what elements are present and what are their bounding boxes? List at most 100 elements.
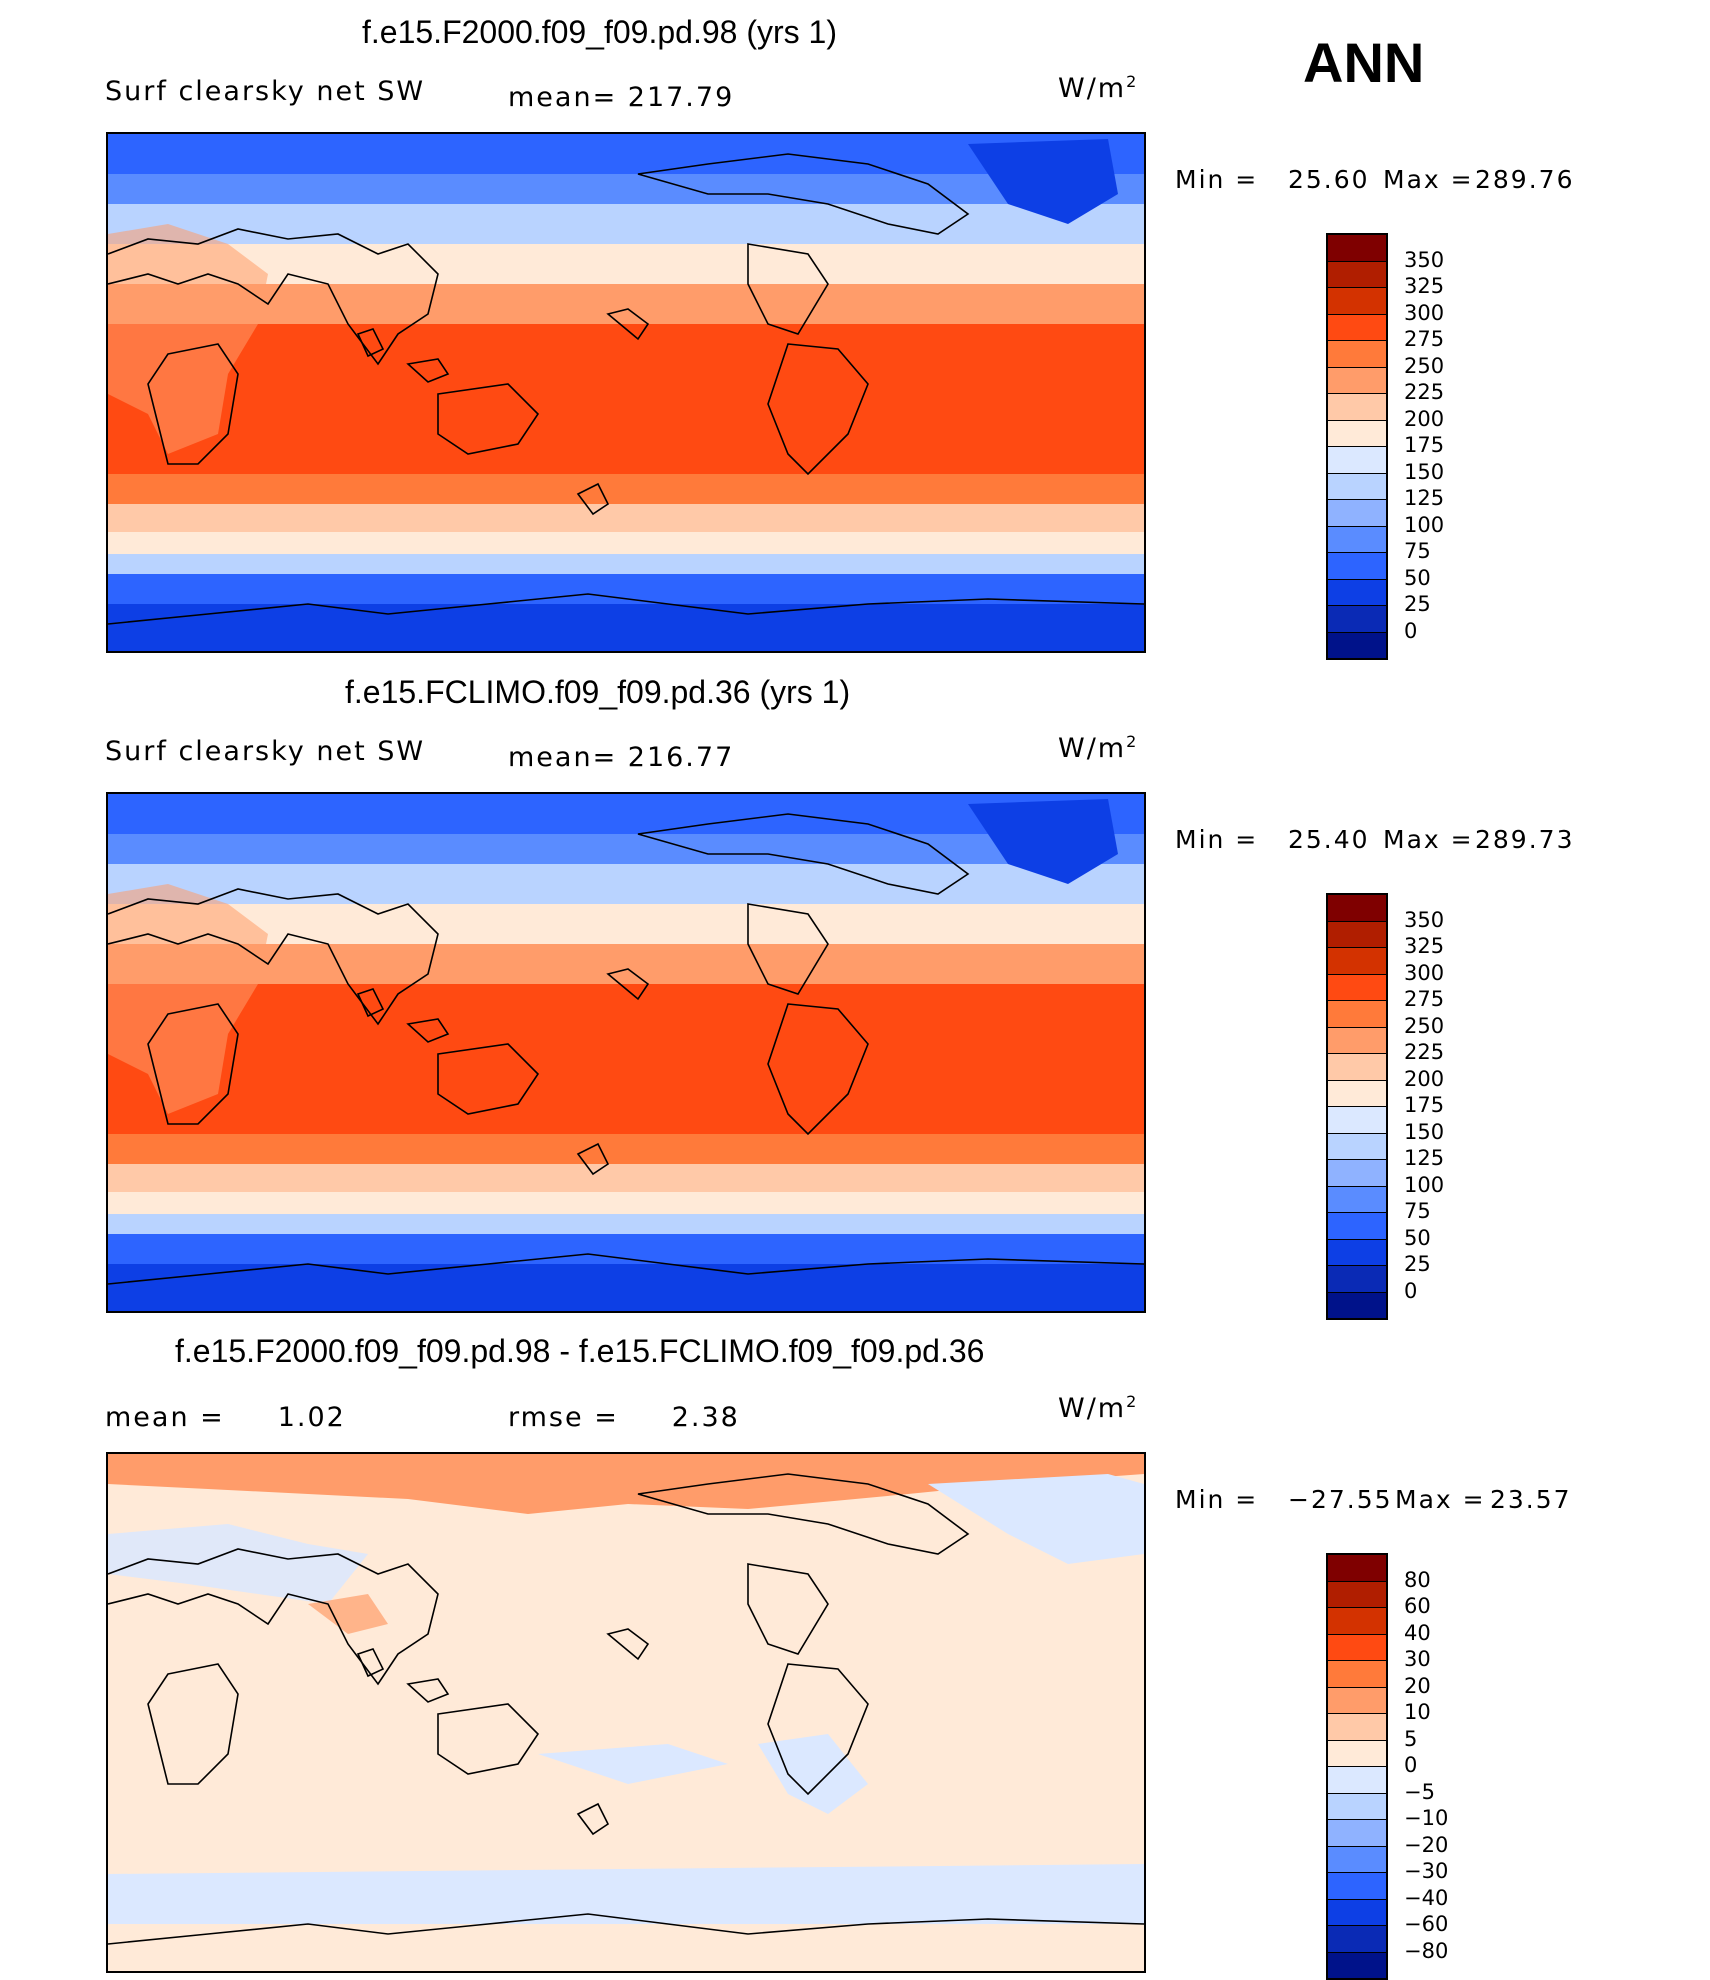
colorbar-tick-label: 150 [1404,459,1445,484]
colorbar-tick-label: 0 [1404,1753,1418,1777]
map-panel-diff [106,1452,1146,1973]
map-panel-diff-svg [108,1454,1144,1971]
colorbar-tick-label: 300 [1404,300,1445,325]
colorbar-diff-boxes [1326,1553,1388,1980]
map-panel-1 [106,132,1146,653]
band-north-subtropic [108,944,1144,984]
band-antarctica [108,604,1144,651]
colorbar-swatch [1328,1239,1386,1266]
panel-2-mean-label: mean= 216.77 [508,742,735,773]
diff-arctic-positive [108,1454,1144,1514]
colorbar-tick-label: 75 [1404,1199,1431,1223]
colorbar-swatch [1328,420,1386,447]
colorbar-tick-label: 175 [1404,433,1445,457]
colorbar-tick-label: 100 [1404,1172,1445,1197]
diff-north-america-negative [928,1474,1144,1564]
colorbar-swatch [1328,1266,1386,1293]
band-southern-ocean [108,1214,1144,1234]
colorbar-swatch [1328,1714,1386,1741]
map-panel-2-svg [108,794,1144,1311]
colorbar-tick-label: 300 [1404,960,1445,985]
colorbar-tick-label: −80 [1404,1938,1449,1963]
band-south-mid [108,1192,1144,1214]
colorbar-tick-label: 250 [1404,1013,1445,1038]
colorbar-swatch [1328,473,1386,500]
colorbar-tick-label: 350 [1404,907,1445,932]
colorbar-swatch [1328,1133,1386,1160]
colorbar-swatch [1328,921,1386,948]
panel-1-mean-label: mean= 217.79 [508,82,735,113]
colorbar-tick-label: 325 [1404,274,1445,298]
colorbar-swatch [1328,1186,1386,1213]
colorbar-swatch [1328,1054,1386,1081]
colorbar-swatch [1328,1608,1386,1635]
panel-2-min-label: Min = [1175,825,1259,854]
colorbar-swatch [1328,579,1386,606]
colorbar-swatch [1328,1873,1386,1900]
colorbar-tick-label: 80 [1404,1567,1431,1592]
colorbar-swatch [1328,1292,1386,1318]
band-subarctic [108,174,1144,204]
map-panel-1-svg [108,134,1144,651]
colorbar-swatch [1328,1661,1386,1688]
colorbar-swatch [1328,261,1386,288]
greenland-shape [968,799,1118,884]
colorbar-swatch [1328,1926,1386,1953]
colorbar-swatch [1328,1687,1386,1714]
panel-2-max-label: Max = [1383,825,1474,854]
colorbar-swatch [1328,1581,1386,1608]
band-north-temperate [108,904,1144,944]
panel-diff-max-label: Max = [1395,1485,1486,1514]
colorbar-swatch [1328,1213,1386,1240]
colorbar-swatch [1328,1080,1386,1107]
colorbar-swatch [1328,1001,1386,1028]
colorbar-swatch [1328,1027,1386,1054]
panel-diff-rmse-label: rmse = 2.38 [508,1402,740,1433]
colorbar-abs-boxes [1326,233,1388,660]
colorbar-tick-label: 5 [1404,1726,1418,1751]
colorbar-tick-label: 25 [1404,592,1431,616]
colorbar-swatch [1328,1899,1386,1926]
colorbar-swatch [1328,632,1386,658]
colorbar-swatch [1328,394,1386,421]
colorbar-swatch [1328,895,1386,922]
colorbar-tick-label: 350 [1404,247,1445,272]
colorbar-swatch [1328,1107,1386,1134]
band-north-mid [108,864,1144,904]
coastlines-2 [108,813,1144,1285]
colorbar-tick-label: 30 [1404,1647,1431,1671]
colorbar-swatch [1328,1160,1386,1187]
colorbar-tick-label: −10 [1404,1806,1449,1830]
diff-south-america-negative [758,1734,868,1814]
colorbar-swatch [1328,500,1386,527]
diff-eurasia-negative [108,1524,368,1604]
panel-2-title: f.e15.FCLIMO.f09_f09.pd.36 (yrs 1) [345,674,851,710]
panel-diff-title: f.e15.F2000.f09_f09.pd.98 - f.e15.FCLIMO… [175,1333,985,1369]
colorbar-tick-label: 125 [1404,1146,1445,1170]
colorbar-tick-label: 10 [1404,1700,1431,1724]
panel-1-title: f.e15.F2000.f09_f09.pd.98 (yrs 1) [362,14,837,50]
colorbar-tick-label: 225 [1404,1040,1445,1064]
panel-1-min-value: 25.60 [1288,165,1370,194]
colorbar-tick-label: 225 [1404,380,1445,404]
band-south-subtropic [108,1134,1144,1164]
colorbar-swatch [1328,235,1386,262]
panel-1-max-value: 289.76 [1475,165,1575,194]
colorbar-tick-label: 275 [1404,327,1445,351]
panel-2-max-value: 289.73 [1475,825,1575,854]
colorbar-tick-label: 20 [1404,1673,1431,1698]
band-north-mid [108,204,1144,244]
season-label: ANN [1303,31,1425,94]
panel-diff-min-value: −27.55 [1288,1485,1393,1514]
band-north-temperate [108,244,1144,284]
colorbar-swatch [1328,526,1386,553]
greenland-shape [968,139,1118,224]
colorbar-swatch [1328,367,1386,394]
colorbar-swatch [1328,288,1386,315]
panel-1-units: W/m2 [1058,72,1139,104]
colorbar-tick-label: 175 [1404,1093,1445,1117]
band-south-mid [108,532,1144,554]
panel-diff-max-value: 23.57 [1490,1485,1572,1514]
band-tropics [108,324,1144,474]
colorbar-tick-label: 325 [1404,934,1445,958]
